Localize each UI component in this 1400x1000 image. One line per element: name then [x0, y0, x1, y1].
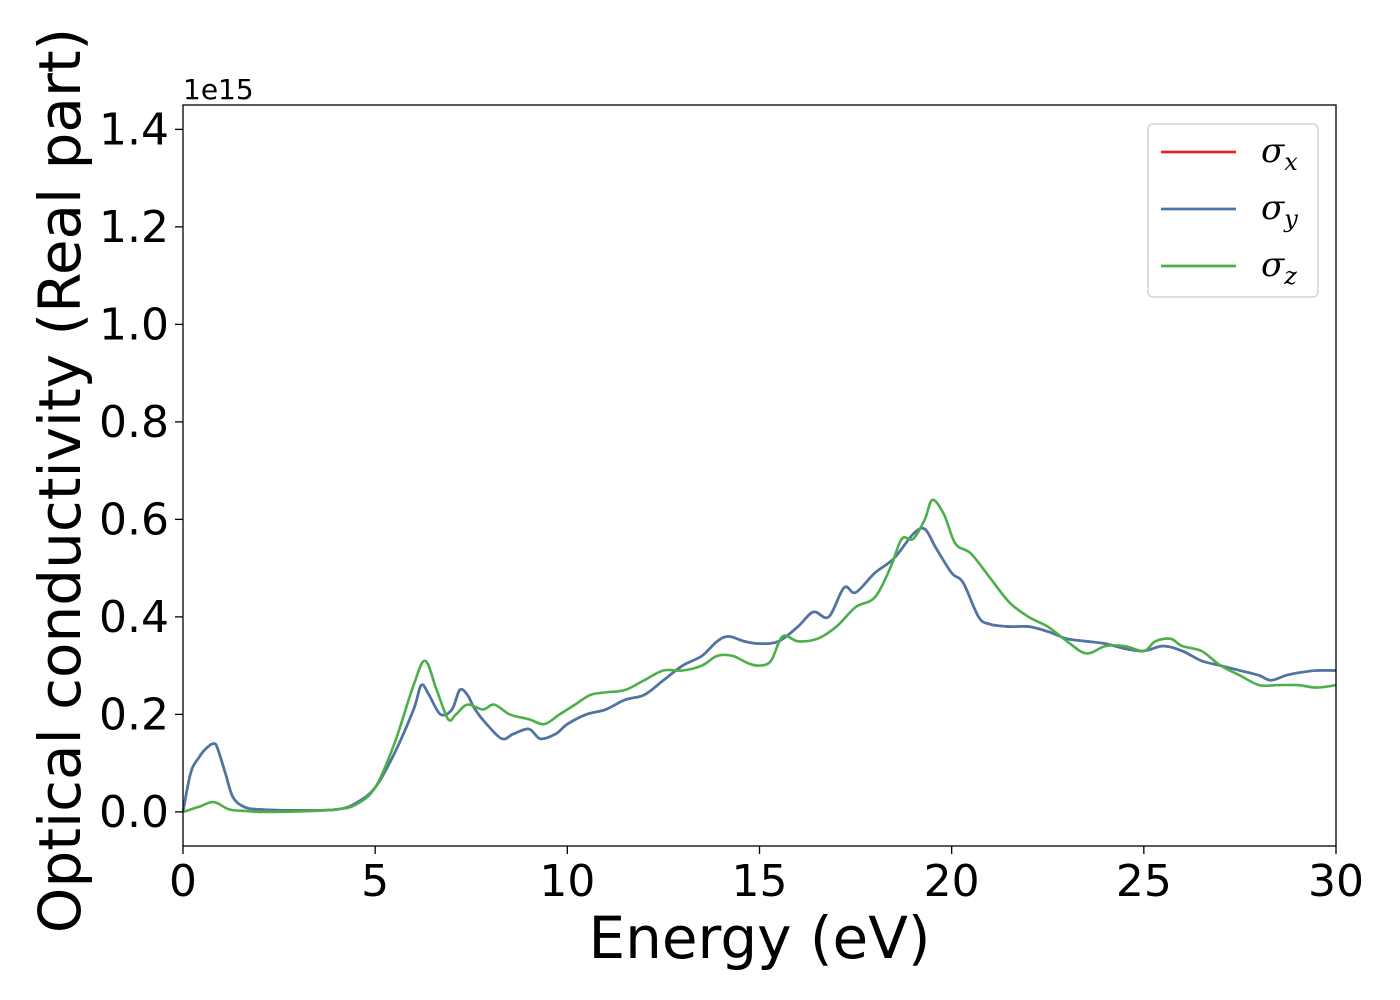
y-tick-label: 1.4: [99, 104, 169, 155]
legend: σx σy σz: [1147, 123, 1319, 298]
legend-label-sigma-y: σy: [1261, 188, 1298, 233]
x-tick-label: 0: [169, 856, 197, 907]
y-tick-label: 0.2: [99, 689, 169, 740]
x-tick-label: 10: [539, 856, 595, 907]
y-tick-label: 0.4: [99, 592, 169, 643]
legend-label-sigma-x: σx: [1261, 131, 1298, 176]
x-tick-label: 30: [1308, 856, 1364, 907]
x-tick-label: 25: [1116, 856, 1172, 907]
series-line-sigma-y: [181, 526, 1337, 813]
x-axis-ticks: 0 5 10 15 20 25 30: [169, 846, 1364, 907]
y-tick-label: 1.0: [99, 299, 169, 350]
x-axis-label: Energy (eV): [588, 904, 930, 972]
x-tick-label: 15: [732, 856, 788, 907]
legend-box: [1147, 123, 1319, 298]
series-line-sigma-x: [181, 526, 1337, 813]
y-offset-text: 1e15: [183, 73, 254, 106]
y-tick-label: 0.8: [99, 397, 169, 448]
y-tick-label: 0.6: [99, 494, 169, 545]
y-axis-ticks: 0.0 0.2 0.4 0.6 0.8 1.0 1.2 1.4: [99, 104, 183, 838]
x-tick-label: 20: [924, 856, 980, 907]
series-layer: [181, 498, 1337, 814]
series-line-sigma-z: [182, 498, 1337, 814]
y-tick-label: 0.0: [99, 787, 169, 838]
legend-label-sigma-z: σz: [1261, 245, 1297, 290]
y-axis-label: Optical conductivity (Real part): [26, 28, 94, 933]
x-tick-label: 5: [361, 856, 389, 907]
y-tick-label: 1.2: [99, 202, 169, 253]
